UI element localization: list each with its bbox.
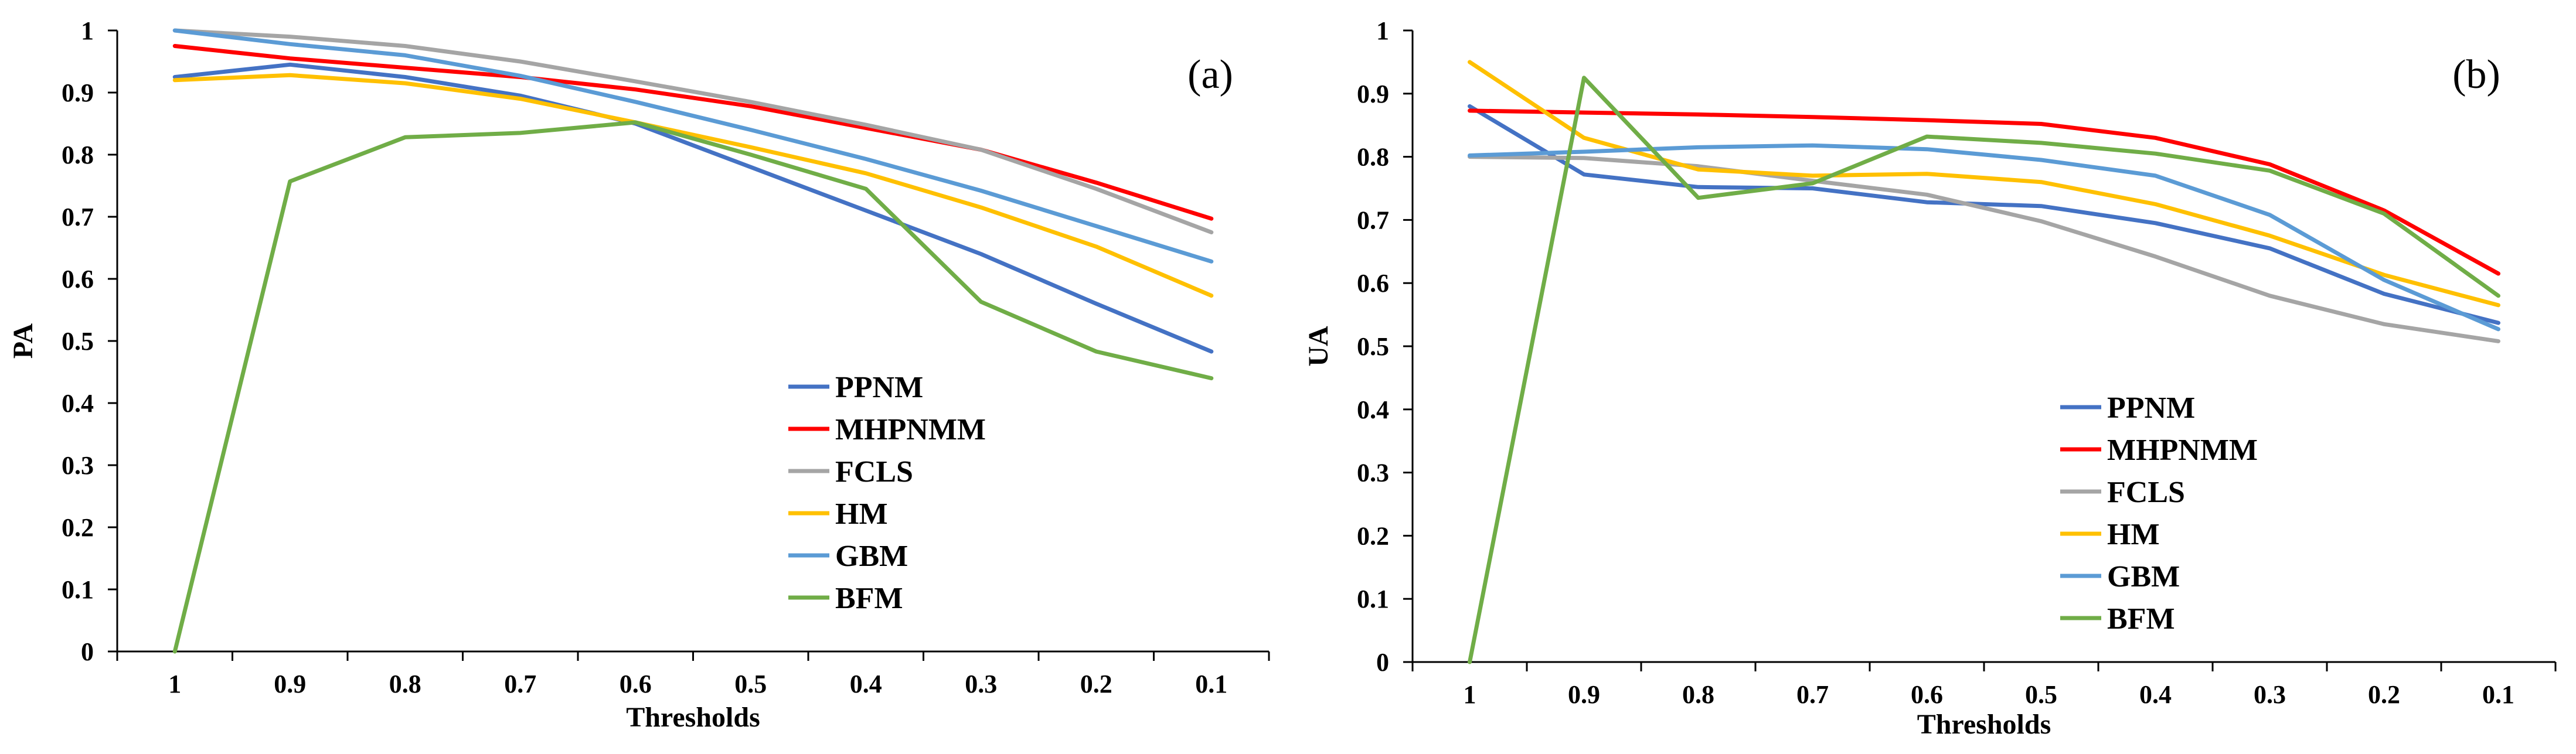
y-tick-label: 0.4 [62, 389, 94, 418]
y-tick-label: 0.1 [62, 575, 94, 604]
y-tick-label: 0.3 [1357, 459, 1389, 487]
series-line-ppnm [172, 62, 1214, 354]
series-line-hm [1468, 60, 2500, 308]
x-tick-label: 0.1 [1195, 670, 1227, 698]
y-tick-label: 0.8 [62, 141, 94, 169]
y-tick-label: 0.1 [1357, 585, 1389, 613]
y-tick-label: 1 [1376, 16, 1389, 45]
x-axis-title: Thresholds [1917, 709, 2051, 740]
y-tick-label: 0.5 [62, 327, 94, 356]
legend-label-bfm: BFM [2107, 602, 2175, 636]
legend-label-mhpnmm: MHPNMM [2107, 434, 2258, 467]
legend-label-bfm: BFM [835, 582, 903, 615]
x-tick-label: 0.5 [734, 670, 767, 698]
x-tick-label: 0.4 [850, 670, 882, 698]
y-axis-title: PA [8, 323, 39, 359]
x-tick-label: 0.3 [965, 670, 997, 698]
y-tick-label: 0.3 [62, 451, 94, 480]
y-tick-label: 0.6 [1357, 269, 1389, 298]
series-line-gbm [172, 28, 1214, 264]
legend: PPNM MHPNMM FCLS HM GBM BFM [2060, 391, 2258, 636]
y-tick-label: 0 [81, 637, 94, 666]
chart-panel-1: 0 0.1 0.2 0.3 0.4 0.5 0.6 0.7 0.8 0.9 1 1 0.9 0.8 0.7 0… [8, 16, 1270, 733]
x-tick-label: 1 [168, 670, 181, 698]
y-tick-label: 0.2 [1357, 521, 1389, 550]
x-tick-label: 0.7 [504, 670, 536, 698]
x-axis-title: Thresholds [626, 702, 760, 733]
legend-label-gbm: GBM [2107, 560, 2180, 593]
legend: PPNM MHPNMM FCLS HM GBM BFM [788, 371, 986, 615]
legend-label-hm: HM [835, 497, 888, 531]
legend-label-gbm: GBM [835, 540, 908, 573]
x-tick-label: 0.9 [1568, 680, 1600, 709]
y-tick-label: 0.5 [1357, 332, 1389, 361]
y-tick-label: 0.4 [1357, 395, 1389, 424]
y-tick-label: 0.7 [1357, 206, 1389, 234]
y-tick-label: 0.2 [62, 513, 94, 542]
y-axis-title: UA [1303, 326, 1334, 367]
x-tick-label: 0.7 [1796, 680, 1829, 709]
x-tick-label: 0.6 [620, 670, 652, 698]
legend-label-mhpnmm: MHPNMM [835, 413, 986, 446]
series-line-fcls [172, 28, 1214, 234]
x-tick-label: 1 [1464, 680, 1476, 709]
y-tick-label: 0.6 [62, 265, 94, 294]
x-tick-label: 0.9 [274, 670, 306, 698]
x-tick-label: 0.2 [1080, 670, 1112, 698]
panel-label: (b) [2452, 52, 2500, 97]
series-line-bfm [1468, 76, 2500, 664]
series-line-mhpnmm [172, 44, 1214, 221]
x-tick-label: 0.8 [389, 670, 421, 698]
legend-label-fcls: FCLS [835, 455, 913, 489]
series-line-hm [172, 73, 1214, 298]
series-line-fcls [1468, 155, 2500, 343]
chart-panel-2: 0 0.1 0.2 0.3 0.4 0.5 0.6 0.7 0.8 0.9 1 1 0.9 0.8 0.7 0… [1303, 16, 2557, 740]
y-tick-label: 1 [81, 16, 94, 45]
x-tick-label: 0.1 [2482, 680, 2514, 709]
series-line-gbm [1468, 143, 2500, 332]
y-tick-label: 0.9 [62, 79, 94, 107]
x-tick-label: 0.8 [1682, 680, 1714, 709]
x-tick-label: 0.4 [2139, 680, 2172, 709]
series-line-ppnm [1468, 104, 2500, 325]
y-tick-label: 0.9 [1357, 80, 1389, 108]
x-tick-label: 0.3 [2254, 680, 2286, 709]
x-tick-label: 0.6 [1911, 680, 1943, 709]
legend-label-ppnm: PPNM [2107, 391, 2195, 425]
series-line-mhpnmm [1468, 108, 2500, 276]
legend-label-ppnm: PPNM [835, 371, 923, 404]
legend-label-fcls: FCLS [2107, 476, 2185, 509]
legend-label-hm: HM [2107, 518, 2160, 551]
series-line-bfm [172, 120, 1214, 654]
y-tick-label: 0.7 [62, 203, 94, 231]
x-tick-label: 0.2 [2368, 680, 2400, 709]
x-tick-label: 0.5 [2025, 680, 2057, 709]
y-tick-label: 0 [1376, 648, 1389, 677]
panel-label: (a) [1187, 52, 1233, 97]
y-tick-label: 0.8 [1357, 143, 1389, 172]
